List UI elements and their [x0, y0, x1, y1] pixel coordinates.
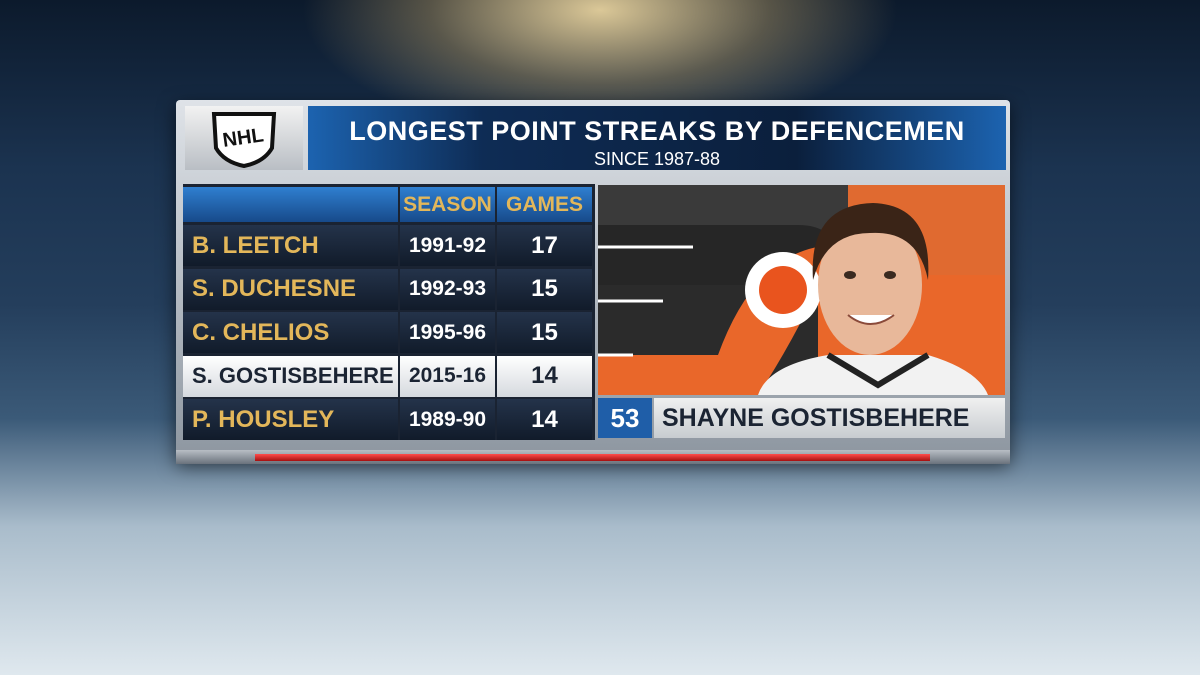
player-cell: S. DUCHESNE	[183, 268, 398, 310]
season-cell: 1995-96	[400, 312, 495, 353]
title: LONGEST POINT STREAKS BY DEFENCEMEN	[349, 116, 965, 146]
subtitle: SINCE 1987-88	[593, 149, 721, 169]
player-cell: P. HOUSLEY	[183, 399, 398, 440]
player-cell: S. GOSTISBEHERE	[183, 355, 398, 397]
games-cell: 15	[497, 268, 592, 310]
table: SEASON GAMES B. LEETCH 1991-92 17 S. DUCHESNE…	[183, 184, 595, 440]
games-cell: 14	[497, 355, 592, 397]
column-header: SEASON	[400, 187, 495, 222]
nhl-shield: NHL	[211, 112, 277, 168]
player-name: SHAYNE GOSTISBEHERE	[654, 398, 1005, 438]
games-cell: 17	[497, 225, 592, 266]
title-bar: LONGEST POINT STREAKS BY DEFENCEMEN SINC…	[308, 106, 1006, 170]
logo-box: NHL	[185, 106, 303, 170]
player-cell: C. CHELIOS	[183, 312, 398, 353]
photo-art	[598, 185, 1005, 395]
season-cell: 2015-16	[400, 355, 495, 397]
player-cell: B. LEETCH	[183, 225, 398, 266]
accent-bar	[255, 454, 930, 461]
games-cell: 15	[497, 312, 592, 353]
player-photo	[598, 185, 1005, 395]
season-cell: 1991-92	[400, 225, 495, 266]
season-cell: 1989-90	[400, 399, 495, 440]
season-cell: 1992-93	[400, 268, 495, 310]
header-blank	[183, 187, 398, 222]
player-number: 53	[598, 398, 652, 438]
column-header: GAMES	[497, 187, 592, 222]
games-cell: 14	[497, 399, 592, 440]
